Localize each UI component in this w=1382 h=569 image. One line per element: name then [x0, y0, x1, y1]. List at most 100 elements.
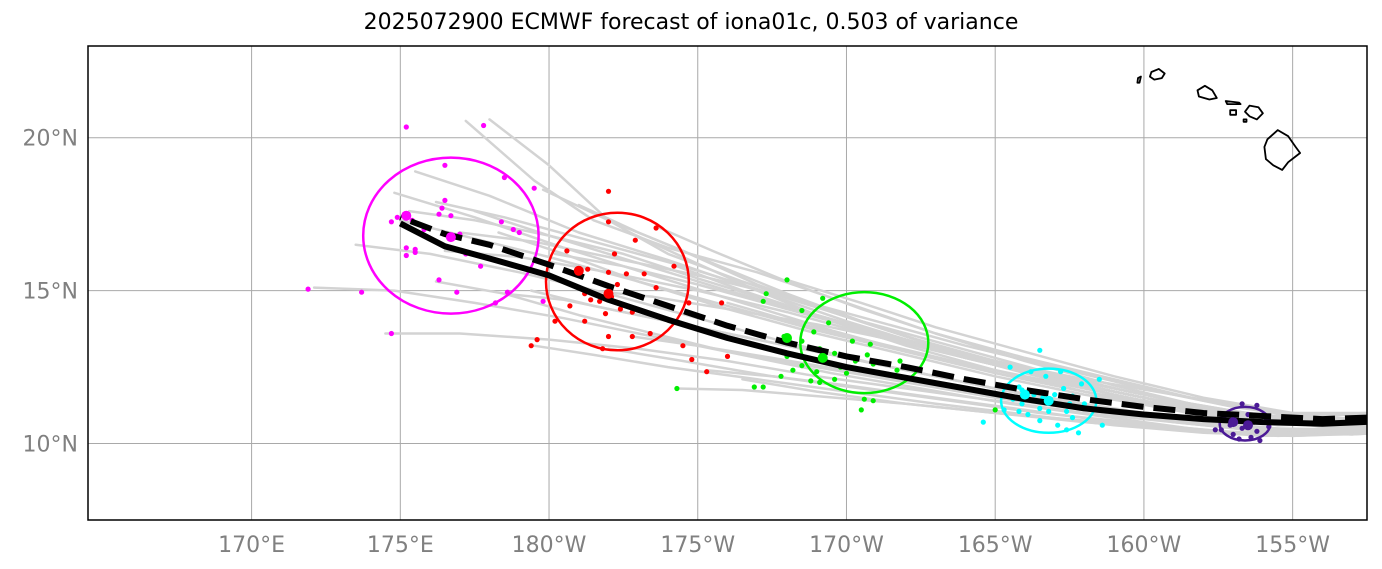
member-position-dot	[858, 407, 864, 413]
member-position-dot	[403, 124, 409, 130]
mean-position-marker	[445, 232, 456, 243]
member-position-dot	[388, 330, 394, 337]
member-position-dot	[763, 291, 769, 297]
member-position-dot	[1230, 431, 1236, 437]
x-tick-label: 175°E	[367, 533, 434, 558]
member-position-dot	[1081, 401, 1087, 407]
member-position-dot	[436, 277, 442, 283]
mean-position-marker	[782, 333, 792, 343]
coastlines	[1136, 68, 1301, 171]
mean-position-marker	[401, 210, 412, 221]
member-position-dot	[478, 263, 484, 269]
member-position-dot	[1064, 408, 1070, 414]
member-position-dot	[870, 398, 876, 404]
mean-position-marker	[1019, 389, 1030, 400]
member-position-dot	[552, 318, 558, 324]
mean-position-marker	[1243, 420, 1253, 431]
member-position-dot	[436, 211, 442, 217]
member-position-dot	[1037, 418, 1043, 424]
member-position-dot	[849, 338, 856, 344]
x-tick-label: 165°W	[958, 533, 1033, 558]
member-position-dot	[760, 298, 766, 304]
member-position-dot	[897, 358, 903, 364]
member-position-dot	[1075, 430, 1082, 436]
member-position-dot	[614, 281, 621, 288]
member-position-dot	[623, 271, 630, 277]
member-position-dot	[602, 311, 609, 317]
uncertainty-ellipse	[361, 156, 540, 315]
member-position-dot	[1078, 381, 1085, 387]
member-position-dot	[751, 384, 757, 390]
member-position-dot	[588, 297, 594, 303]
island-kauai	[1149, 68, 1166, 81]
x-tick-label: 160°W	[1107, 533, 1182, 558]
member-position-dot	[1212, 427, 1218, 433]
member-position-dot	[861, 396, 867, 402]
member-position-dot	[448, 213, 454, 219]
member-position-dot	[674, 385, 680, 392]
island-oahu	[1196, 84, 1218, 101]
gridlines	[88, 46, 1367, 520]
uncertainty-ellipses	[361, 156, 1272, 442]
member-position-dot	[811, 329, 817, 335]
member-position-dot	[1055, 422, 1061, 428]
member-position-dot	[1061, 385, 1067, 392]
member-position-dot	[564, 248, 570, 254]
member-position-dot	[1096, 376, 1102, 382]
member-position-dot	[629, 333, 635, 340]
member-position-dot	[680, 343, 686, 349]
member-position-dot	[394, 214, 400, 220]
mean-position-marker	[817, 352, 828, 363]
member-position-dot	[605, 333, 612, 340]
mean-position-marker	[1228, 417, 1239, 428]
member-position-dot	[403, 252, 409, 259]
ensemble-track	[785, 278, 1367, 415]
chart-title: 2025072900 ECMWF forecast of iona01c, 0.…	[363, 10, 1019, 35]
member-position-dot	[388, 219, 394, 225]
member-position-dot	[647, 330, 653, 337]
member-position-dot	[719, 300, 725, 306]
member-position-dot	[498, 219, 504, 225]
member-position-dot	[799, 363, 805, 369]
mean-track-lines	[398, 214, 1367, 427]
member-position-dot	[760, 384, 766, 390]
member-position-dot	[617, 306, 624, 312]
member-position-dot	[1254, 402, 1260, 408]
x-tick-label: 155°W	[1255, 533, 1330, 558]
member-position-dot	[1025, 411, 1031, 418]
member-position-dot	[778, 373, 784, 379]
member-position-dot	[1019, 401, 1025, 407]
member-position-dot	[605, 219, 612, 225]
y-tick-label: 15°N	[23, 280, 78, 305]
member-position-dot	[1099, 422, 1105, 428]
member-position-dot	[826, 320, 832, 326]
member-position-dot	[808, 378, 814, 384]
island-kahoolawe	[1242, 118, 1248, 123]
member-position-dot	[1007, 364, 1013, 370]
member-position-dot	[597, 298, 603, 304]
mean-position-marker	[1043, 395, 1054, 406]
member-position-dot	[724, 353, 731, 359]
member-position-dot	[864, 352, 870, 358]
member-position-dot	[1043, 373, 1049, 379]
island-maui	[1244, 104, 1264, 121]
member-position-dot	[832, 350, 838, 356]
member-position-dot	[510, 226, 516, 233]
mean-positions	[401, 210, 1253, 431]
member-position-dot	[632, 237, 638, 243]
member-position-dot	[980, 419, 986, 425]
member-position-dot	[814, 369, 820, 375]
x-tick-label: 180°W	[512, 533, 587, 558]
member-position-dot	[481, 122, 487, 129]
x-tick-label: 170°W	[809, 533, 884, 558]
member-position-dot	[843, 370, 850, 376]
member-position-dot	[439, 205, 445, 211]
member-position-dot	[689, 356, 695, 363]
y-tick-label: 10°N	[23, 433, 78, 458]
member-position-dot	[653, 225, 659, 231]
mean-position-marker	[603, 288, 614, 299]
member-position-dot	[992, 407, 998, 413]
ensemble-track	[741, 378, 1367, 438]
member-position-dot	[820, 295, 826, 301]
